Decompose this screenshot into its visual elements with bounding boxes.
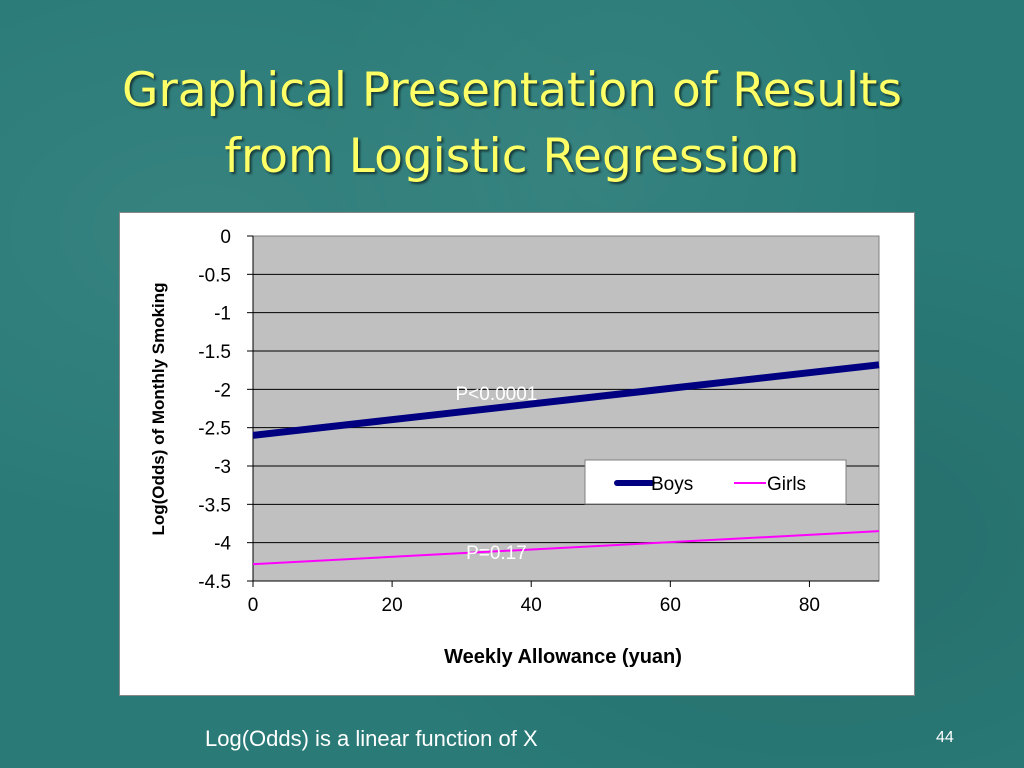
slide-title-line2: from Logistic Regression [224, 129, 800, 184]
legend-label-boys: Boys [651, 474, 693, 495]
y-tick-label: -3.5 [198, 495, 231, 516]
x-tick-label: 40 [521, 595, 542, 616]
x-tick-label: 20 [382, 595, 403, 616]
y-tick-label: 0 [220, 227, 231, 248]
y-tick-label: -3 [214, 457, 231, 478]
y-tick-label: -4 [214, 534, 231, 555]
grid-lines [253, 273, 879, 544]
x-tick-label: 0 [248, 595, 259, 616]
line-chart: 0-0.5-1-1.5-2-2.5-3-3.5-4-4.5 0 20 40 60 80 … [149, 227, 880, 668]
y-tick-label: -1 [214, 304, 231, 325]
y-tick-label: -2.5 [198, 419, 231, 440]
x-axis-ticks: 0 20 40 60 80 [248, 236, 879, 616]
y-tick-label: -0.5 [198, 265, 231, 286]
plot-area [252, 235, 880, 582]
series-lines [252, 361, 880, 566]
legend: Boys Girls [584, 459, 847, 505]
slide-title-line1: Graphical Presentation of Results [122, 63, 902, 118]
y-tick-label: -4.5 [198, 572, 231, 593]
annotation-label: P=0.17 [466, 543, 527, 564]
series-line-girls [252, 530, 880, 566]
y-axis-label: Log(Odds) of Monthly Smoking [149, 282, 168, 535]
legend-label-girls: Girls [767, 474, 806, 495]
slide-footer-text: Log(Odds) is a linear function of X [205, 726, 538, 751]
x-axis-label: Weekly Allowance (yuan) [444, 646, 682, 668]
series-line-boys [252, 361, 880, 439]
chart-container: 0 -0.5 -1 -1.5 -2 -2.5 -3 -3.5 -4 -4.5 0 20 40 60 80 … [119, 212, 915, 696]
x-tick-label: 60 [660, 595, 681, 616]
y-tick-label: -1.5 [198, 342, 231, 363]
annotations: P<0.0001 P=0.17 [455, 384, 537, 564]
slide-title: Graphical Presentation of Results from L… [60, 58, 964, 190]
y-tick-label: -2 [214, 380, 231, 401]
x-tick-label: 80 [799, 595, 820, 616]
y-axis-ticks: 0 -0.5 -1 -1.5 -2 -2.5 -3 -3.5 -4 -4.5 [198, 227, 253, 593]
annotation-label: P<0.0001 [455, 384, 537, 405]
page-number: 44 [936, 729, 954, 746]
